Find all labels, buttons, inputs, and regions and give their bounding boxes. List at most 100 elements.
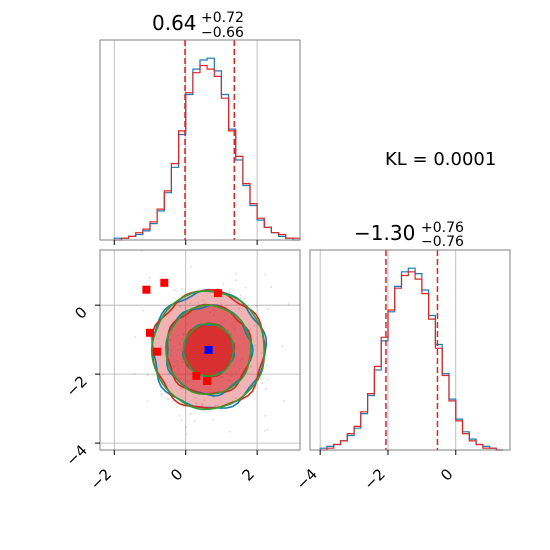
scatter-sample [267,378,269,381]
highlight-point [213,289,222,298]
x-tick-label: −4 [293,465,321,493]
scatter-sample [264,429,266,432]
scatter-sample [234,272,237,275]
scatter-sample [216,404,219,407]
x-tick-label: 0 [437,465,456,484]
hist-right-quantiles [385,250,439,450]
contour-yticks: −4 −2 0 [62,303,100,470]
scatter-sample [261,382,264,385]
scatter-sample [238,307,241,310]
scatter-sample [265,364,268,367]
contour-xticks: −2 0 2 [87,450,258,493]
histogram-series-1 [114,64,301,241]
scatter-sample [253,324,256,327]
x-tick-label: 2 [238,465,257,484]
scatter-sample [203,399,206,402]
highlight-point [146,328,154,337]
highlight-point [203,377,212,385]
scatter-sample [235,279,238,282]
contour-lines [150,288,268,411]
scatter-sample [146,374,149,377]
scatter-sample [193,420,196,422]
hist-right-ticks: −4 −2 0 [293,450,457,493]
scatter-sample [243,297,246,300]
histogram-series-0 [113,57,300,241]
scatter-sample [270,286,273,289]
scatter-sample [120,468,122,470]
hist-right-title-main: −1.30 [354,221,415,245]
scatter-sample [160,390,162,392]
contour-points [142,278,222,385]
hist-top-ticks [113,240,258,245]
scatter-sample [178,414,181,417]
hist-top-series [113,57,301,241]
scatter-sample [201,404,203,406]
scatter-sample [134,336,137,338]
scatter-sample [173,289,176,292]
scatter-sample [249,328,252,331]
scatter-sample [189,413,192,415]
scatter-sample [236,303,239,306]
scatter-sample [167,372,170,375]
scatter-sample [181,388,184,390]
y-tick-label: −2 [62,372,90,400]
contour-line-series-2-level-2 [150,290,265,411]
scatter-sample [146,400,149,403]
scatter-sample [254,344,257,347]
scatter-sample [160,393,163,396]
scatter-sample [229,430,231,433]
scatter-sample [267,308,269,310]
scatter-sample [179,387,182,390]
scatter-sample [197,302,200,304]
scatter-sample [195,402,198,404]
scatter-sample [255,305,258,307]
contour-line-series-2-level-0 [182,322,235,377]
x-tick-label: 0 [167,465,186,484]
scatter-sample [239,294,242,296]
contour-panel: −2 0 2 −4−20 [62,249,301,493]
scatter-sample [142,309,145,312]
hist-right-title-sup: +0.76 [421,220,464,236]
scatter-sample [204,301,207,304]
hist-right-series [319,267,504,451]
scatter-sample [190,265,192,268]
hist-right-grid [319,250,457,450]
hist-top-title-sub: −0.66 [201,25,244,41]
highlight-point [153,347,162,356]
kl-annotation: KL = 0.0001 [385,149,496,170]
scatter-sample [184,307,187,309]
scatter-sample [201,403,204,405]
scatter-sample [261,352,263,354]
y-tick-label: −4 [62,441,90,469]
scatter-sample [228,291,231,294]
scatter-sample [185,433,188,435]
scatter-sample [180,419,183,422]
scatter-sample [265,388,267,390]
scatter-sample [180,287,183,290]
scatter-sample [167,398,169,400]
scatter-sample [212,396,215,399]
hist-top-panel: 0.64 +0.72 −0.66 [99,10,301,245]
scatter-sample [245,286,248,289]
hist-top-frame [99,39,301,241]
scatter-sample [281,345,284,347]
scatter-sample [222,283,225,285]
highlight-point [160,278,169,287]
x-tick-label: −2 [87,465,115,493]
center-point [204,346,213,354]
hist-top-title-main: 0.64 [152,11,197,35]
scatter-sample [202,299,204,301]
scatter-sample [239,297,242,300]
scatter-sample [287,303,290,305]
hist-top-quantiles [184,40,236,240]
scatter-sample [149,337,152,339]
histogram-series-1 [320,271,504,451]
contour-line-series-2-level-1 [165,304,252,396]
scatter-sample [228,290,231,292]
highlight-point [142,285,151,294]
scatter-sample [212,418,215,421]
scatter-sample [133,373,136,375]
contour-frame [99,249,301,451]
highlight-point [192,371,201,380]
